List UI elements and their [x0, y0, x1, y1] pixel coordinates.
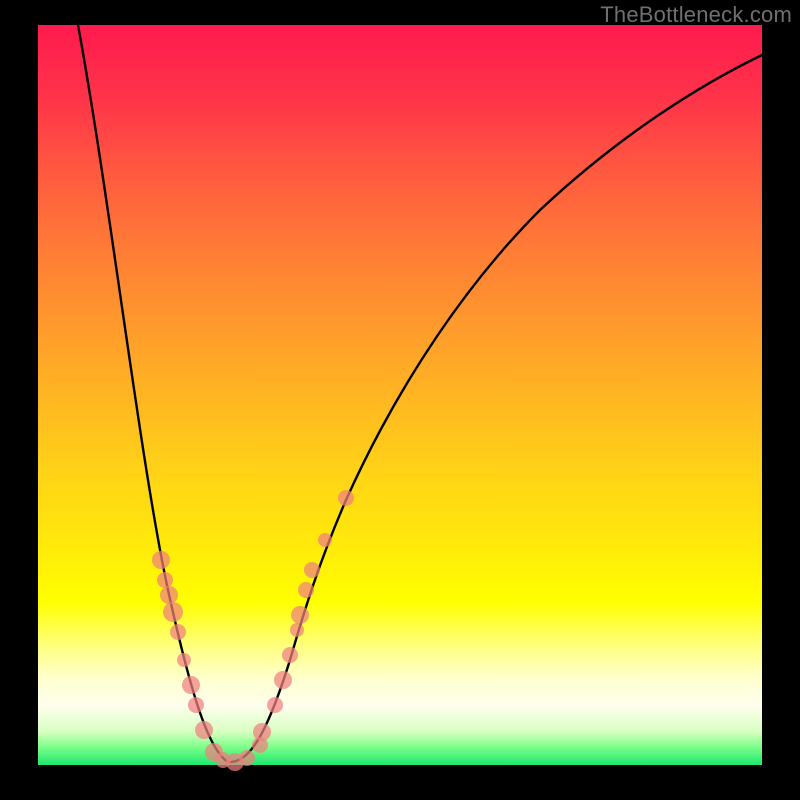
data-marker: [282, 647, 298, 663]
chart-container: TheBottleneck.com: [0, 0, 800, 800]
watermark-text: TheBottleneck.com: [600, 2, 792, 28]
data-marker: [291, 606, 309, 624]
data-marker: [290, 623, 304, 637]
data-marker: [304, 562, 320, 578]
data-marker: [274, 671, 292, 689]
data-marker: [188, 697, 204, 713]
data-marker: [177, 653, 191, 667]
data-marker: [152, 551, 170, 569]
data-marker: [182, 676, 200, 694]
data-marker: [157, 572, 173, 588]
data-marker: [163, 602, 183, 622]
chart-svg: [0, 0, 800, 800]
data-marker: [195, 721, 213, 739]
data-marker: [239, 750, 255, 766]
data-marker: [318, 533, 332, 547]
data-marker: [160, 586, 178, 604]
data-marker: [298, 582, 314, 598]
data-marker: [338, 490, 354, 506]
data-marker: [253, 723, 271, 741]
data-marker: [170, 624, 186, 640]
data-marker: [267, 697, 283, 713]
